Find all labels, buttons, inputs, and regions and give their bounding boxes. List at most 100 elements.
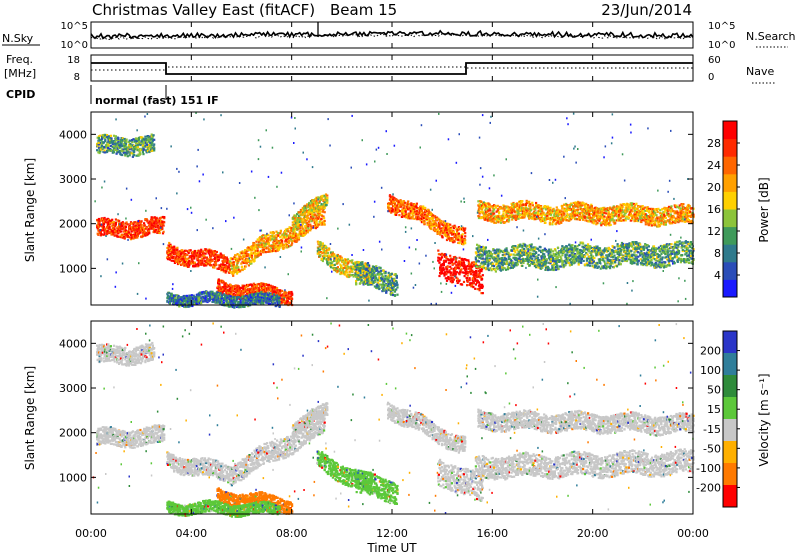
echo-cell xyxy=(282,244,286,247)
echo-cell xyxy=(182,251,185,254)
echo-cell xyxy=(183,264,186,267)
echo-cell xyxy=(134,221,137,224)
echo-cell xyxy=(104,230,107,233)
echo-cell xyxy=(222,254,225,257)
echo-cell xyxy=(466,280,469,283)
echo-cell xyxy=(124,226,128,229)
echo-cell xyxy=(309,229,312,232)
echo-cell xyxy=(176,248,179,251)
echo-cell xyxy=(271,249,274,252)
echo-cell xyxy=(256,247,259,250)
echo-cell xyxy=(437,249,440,252)
echo-cell xyxy=(134,224,138,227)
echo-cell xyxy=(309,225,313,228)
echo-cell xyxy=(132,223,135,226)
echo-cell xyxy=(199,253,202,257)
echo-cell xyxy=(168,245,171,248)
echo-cell xyxy=(328,247,331,250)
echo-cell xyxy=(250,249,254,252)
echo-cell xyxy=(287,241,291,245)
echo-cell xyxy=(413,210,417,213)
echo-cell xyxy=(297,226,300,229)
echo-cell xyxy=(110,233,113,236)
echo-cell xyxy=(230,264,233,267)
echo-cell xyxy=(252,242,255,245)
echo-cell xyxy=(126,235,129,238)
echo-cell xyxy=(318,215,321,218)
echo-cell xyxy=(264,251,267,254)
echo-cell xyxy=(210,255,213,258)
echo-cell xyxy=(249,249,252,252)
echo-cell xyxy=(464,242,467,245)
echo-cell xyxy=(531,201,534,204)
echo-cell xyxy=(239,256,242,259)
echo-cell xyxy=(146,219,149,222)
echo-cell xyxy=(217,258,220,261)
echo-cell xyxy=(322,198,325,201)
echo-cell xyxy=(651,224,654,227)
echo-cell xyxy=(514,251,517,254)
echo-cell xyxy=(457,267,460,270)
echo-cell xyxy=(272,232,276,235)
echo-cell xyxy=(159,224,162,227)
echo-cell xyxy=(441,236,444,239)
echo-cell xyxy=(102,229,105,232)
echo-cell xyxy=(276,246,279,249)
echo-cell xyxy=(651,217,654,220)
echo-cell xyxy=(208,253,212,257)
echo-cell xyxy=(202,257,205,260)
echo-cell xyxy=(560,210,563,213)
echo-cell xyxy=(196,259,199,262)
echo-cell xyxy=(223,264,227,267)
echo-cell xyxy=(505,258,508,261)
echo-cell xyxy=(123,230,126,233)
echo-cell xyxy=(152,228,155,231)
echo-cell xyxy=(97,228,101,231)
echo-cell xyxy=(173,261,176,264)
echo-cell xyxy=(170,249,173,252)
echo-cell xyxy=(466,264,469,268)
echo-cell xyxy=(451,237,454,240)
echo-cell xyxy=(454,273,457,276)
echo-cell xyxy=(438,261,441,264)
echo-cell xyxy=(333,263,336,266)
echo-cell xyxy=(561,219,565,222)
echo-cell xyxy=(215,259,218,262)
echo-cell xyxy=(289,244,292,248)
echo-cell xyxy=(664,223,667,226)
echo-cell xyxy=(352,275,355,278)
echo-cell xyxy=(585,202,588,205)
echo-cell xyxy=(313,218,316,221)
echo-cell xyxy=(225,265,228,268)
echo-cell xyxy=(641,205,644,208)
echo-cell xyxy=(578,218,582,221)
echo-cell xyxy=(151,226,154,229)
echo-cell xyxy=(462,261,466,264)
echo-cell xyxy=(398,214,401,217)
echo-cell xyxy=(530,209,533,212)
echo-cell xyxy=(296,228,299,231)
echo-cell xyxy=(217,254,220,257)
echo-cell xyxy=(256,249,259,252)
freq-tick-top: 18 xyxy=(67,55,80,66)
echo-cell xyxy=(503,254,506,257)
echo-cell xyxy=(422,205,425,208)
echo-cell xyxy=(171,247,175,251)
echo-cell xyxy=(104,227,107,230)
echo-cell xyxy=(135,222,138,226)
echo-cell xyxy=(250,251,253,254)
echo-cell xyxy=(644,206,647,209)
echo-cell xyxy=(430,227,433,231)
echo-cell xyxy=(114,218,117,221)
echo-cell xyxy=(178,262,181,265)
echo-cell xyxy=(440,220,443,223)
echo-cell xyxy=(475,271,478,274)
echo-cell xyxy=(481,292,484,295)
echo-cell xyxy=(245,254,249,257)
echo-cell xyxy=(444,271,447,274)
echo-cell xyxy=(257,244,260,247)
echo-cell xyxy=(445,268,449,271)
echo-cell xyxy=(160,219,163,222)
echo-cell xyxy=(486,257,489,260)
echo-cell xyxy=(438,223,441,226)
